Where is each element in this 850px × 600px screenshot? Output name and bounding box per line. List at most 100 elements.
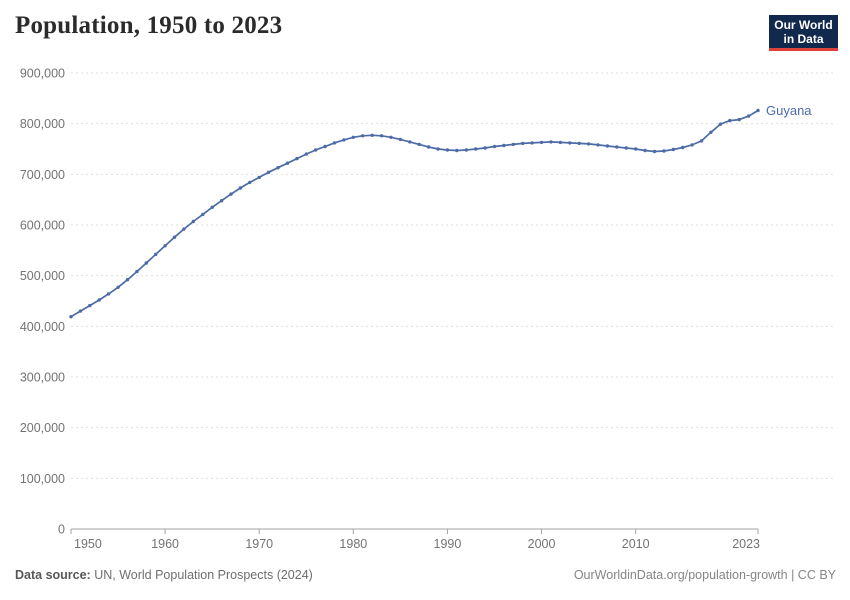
data-point[interactable] [746, 114, 751, 118]
chart-line-guyana[interactable] [70, 109, 759, 318]
data-point[interactable] [511, 142, 515, 147]
data-point[interactable] [69, 315, 73, 319]
data-point[interactable] [417, 142, 421, 147]
data-point[interactable] [474, 147, 478, 151]
data-point[interactable] [709, 130, 713, 134]
logo-line2: in Data [783, 32, 824, 46]
data-point[interactable] [699, 139, 704, 143]
data-point[interactable] [172, 235, 177, 239]
data-point[interactable] [97, 298, 101, 302]
data-point[interactable] [737, 117, 741, 122]
y-axis-label: 0 [58, 523, 65, 537]
data-point[interactable] [586, 142, 591, 146]
data-point[interactable] [351, 135, 355, 139]
data-point[interactable] [342, 138, 346, 142]
data-point[interactable] [163, 244, 167, 248]
data-point[interactable] [577, 141, 581, 146]
data-point[interactable] [295, 156, 299, 161]
data-point[interactable] [332, 141, 337, 145]
data-point[interactable] [558, 140, 563, 145]
data-point[interactable] [219, 199, 224, 203]
data-point[interactable] [624, 146, 628, 150]
data-point[interactable] [323, 144, 327, 149]
data-point[interactable] [304, 152, 308, 156]
data-point[interactable] [248, 180, 252, 185]
x-axis-label: 1970 [245, 537, 273, 551]
y-axis-label: 300,000 [20, 371, 65, 385]
data-point[interactable] [106, 292, 111, 296]
data-point[interactable] [276, 166, 280, 170]
y-axis-label: 900,000 [20, 67, 65, 81]
data-point[interactable] [201, 212, 205, 217]
data-point[interactable] [521, 141, 525, 146]
data-point[interactable] [549, 140, 553, 144]
y-axis-label: 500,000 [20, 269, 65, 283]
data-point[interactable] [389, 135, 393, 139]
data-point[interactable] [662, 149, 666, 153]
data-point[interactable] [690, 143, 694, 147]
data-point[interactable] [154, 252, 158, 257]
data-point[interactable] [756, 108, 760, 113]
data-point[interactable] [643, 148, 647, 153]
data-point[interactable] [718, 122, 723, 126]
data-point[interactable] [285, 161, 290, 165]
data-point[interactable] [728, 118, 732, 123]
data-point[interactable] [483, 146, 487, 150]
x-axis-label: 1980 [339, 537, 367, 551]
y-axis-label: 800,000 [20, 117, 65, 131]
data-point[interactable] [135, 269, 139, 274]
data-point[interactable] [681, 145, 685, 150]
data-point[interactable] [464, 148, 468, 152]
data-point[interactable] [229, 192, 233, 196]
data-point[interactable] [502, 143, 506, 148]
data-point[interactable] [266, 170, 271, 174]
data-point[interactable] [379, 134, 384, 138]
data-point[interactable] [398, 137, 403, 142]
data-point[interactable] [78, 309, 83, 313]
footer-link[interactable]: OurWorldinData.org/population-growth | C… [573, 568, 836, 582]
y-axis-label: 400,000 [20, 320, 65, 334]
data-point[interactable] [426, 145, 431, 149]
data-point[interactable] [605, 144, 610, 148]
data-point[interactable] [88, 303, 92, 308]
x-axis-label: 2023 [732, 537, 760, 551]
data-point[interactable] [182, 227, 186, 231]
chart-footer: Data source: UN, World Population Prospe… [15, 568, 836, 582]
data-point[interactable] [370, 133, 374, 137]
x-axis-label: 1960 [151, 537, 179, 551]
data-source-label: Data source: [15, 568, 91, 582]
data-point[interactable] [314, 148, 318, 152]
data-point[interactable] [596, 143, 600, 147]
data-point[interactable] [436, 147, 440, 151]
series-label-guyana[interactable]: Guyana [766, 103, 812, 118]
data-point[interactable] [125, 278, 130, 282]
data-point[interactable] [568, 141, 572, 145]
data-source-text: UN, World Population Prospects (2024) [90, 568, 313, 582]
data-point[interactable] [116, 285, 120, 289]
y-axis-label: 100,000 [20, 472, 65, 486]
y-axis-label: 600,000 [20, 219, 65, 233]
data-point[interactable] [408, 140, 412, 144]
data-point[interactable] [210, 205, 214, 209]
data-point[interactable] [530, 141, 534, 145]
data-point[interactable] [615, 145, 619, 149]
data-point[interactable] [445, 148, 450, 152]
x-axis-label: 1990 [434, 537, 462, 551]
data-point[interactable] [492, 144, 497, 149]
logo-line1: Our World [774, 18, 833, 32]
data-point[interactable] [634, 147, 638, 151]
owid-logo[interactable]: Our World in Data [769, 15, 838, 51]
x-axis-label: 2000 [528, 537, 556, 551]
data-point[interactable] [652, 149, 657, 154]
data-point[interactable] [238, 186, 243, 190]
chart-title: Population, 1950 to 2023 [15, 12, 283, 39]
data-point[interactable] [361, 134, 365, 138]
data-point[interactable] [671, 147, 675, 152]
data-point[interactable] [455, 148, 459, 153]
data-point[interactable] [144, 261, 148, 265]
data-point[interactable] [257, 175, 261, 180]
data-point[interactable] [191, 219, 195, 224]
x-axis-label: 1950 [74, 537, 102, 551]
data-point[interactable] [539, 140, 544, 145]
